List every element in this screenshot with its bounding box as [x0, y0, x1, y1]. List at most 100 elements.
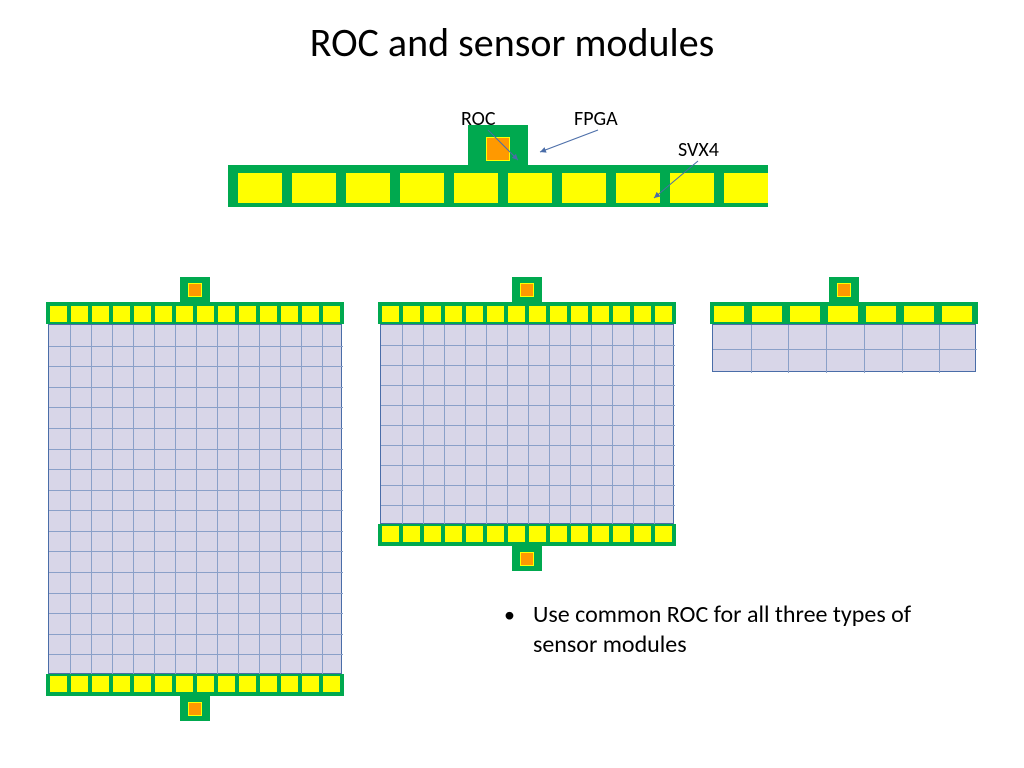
grid-line	[280, 325, 281, 675]
fpga-chip	[188, 283, 202, 297]
grid-line	[49, 510, 343, 511]
svx-chip	[382, 306, 399, 322]
grid-line	[70, 325, 71, 675]
svx-chip	[454, 173, 498, 203]
svx-chip	[550, 306, 567, 322]
grid-line	[49, 346, 343, 347]
grid-line	[49, 654, 343, 655]
grid-line	[133, 325, 134, 675]
grid-line	[49, 593, 343, 594]
svx-chip	[790, 306, 820, 322]
svx-chip	[113, 306, 130, 322]
svx-chip	[50, 306, 67, 322]
svx-chip	[134, 676, 151, 692]
svx-chip	[655, 306, 672, 322]
svx-chip	[323, 306, 340, 322]
grid-line	[175, 325, 176, 675]
roc-bar	[46, 302, 344, 324]
svx-chip	[346, 173, 390, 203]
svx-chip	[424, 526, 441, 542]
svx-chip	[592, 526, 609, 542]
svx-chip	[176, 676, 193, 692]
svx-chip	[562, 173, 606, 203]
fpga-chip	[188, 702, 202, 716]
svx4-label: SVX4	[678, 138, 719, 162]
svx-chip	[92, 676, 109, 692]
svx-chip	[904, 306, 934, 322]
grid-line	[713, 349, 977, 350]
fpga-chip	[520, 283, 534, 297]
svx-chip	[239, 306, 256, 322]
grid-line	[381, 345, 675, 346]
svx-chip	[176, 306, 193, 322]
grid-line	[217, 325, 218, 675]
bullet-text: Use common ROC for all three types of se…	[533, 600, 944, 660]
svx-chip	[752, 306, 782, 322]
grid-line	[381, 485, 675, 486]
svx-chip	[508, 173, 552, 203]
svx-chip	[302, 676, 319, 692]
bullet-note: • Use common ROC for all three types of …	[504, 600, 944, 660]
svx-chip	[616, 173, 660, 203]
svx-chip	[197, 306, 214, 322]
svx-chip	[92, 306, 109, 322]
svx-chip	[281, 676, 298, 692]
grid-line	[49, 366, 343, 367]
svx-chip	[529, 526, 546, 542]
grid-line	[49, 613, 343, 614]
grid-line	[49, 407, 343, 408]
svx-chip	[866, 306, 896, 322]
svx-chip	[218, 306, 235, 322]
grid-line	[49, 572, 343, 573]
svx-chip	[400, 173, 444, 203]
svx-chip	[239, 676, 256, 692]
sensor-array	[380, 324, 674, 524]
svx-chip	[571, 306, 588, 322]
svx-chip	[550, 526, 567, 542]
grid-line	[49, 428, 343, 429]
top-roc-board	[228, 165, 768, 207]
grid-line	[49, 531, 343, 532]
grid-line	[49, 469, 343, 470]
svx-chip	[134, 306, 151, 322]
grid-line	[91, 325, 92, 675]
svx-chip	[487, 306, 504, 322]
svx-chip	[323, 676, 340, 692]
fpga-chip	[520, 552, 534, 566]
grid-line	[381, 425, 675, 426]
grid-line	[49, 449, 343, 450]
svx-chip	[50, 676, 67, 692]
grid-line	[381, 465, 675, 466]
svx-chip	[260, 306, 277, 322]
svx-chip	[571, 526, 588, 542]
slide-title: ROC and sensor modules	[0, 18, 1024, 67]
svx-chip	[613, 306, 630, 322]
svx-chip	[403, 306, 420, 322]
grid-line	[154, 325, 155, 675]
svx-chip	[634, 526, 651, 542]
grid-line	[381, 445, 675, 446]
svx-chip	[218, 676, 235, 692]
svx-chip	[592, 306, 609, 322]
grid-line	[381, 505, 675, 506]
bullet-dot: •	[504, 600, 515, 630]
roc-bar	[378, 302, 676, 324]
svx-chip	[508, 526, 525, 542]
sensor-array	[712, 324, 976, 372]
svx-chip	[466, 526, 483, 542]
fpga-chip	[837, 283, 851, 297]
svx-chip	[634, 306, 651, 322]
svx-chip	[466, 306, 483, 322]
svx-chip	[197, 676, 214, 692]
svx-chip	[281, 306, 298, 322]
svx-chip	[529, 306, 546, 322]
svx-chip	[613, 526, 630, 542]
roc-bar-bottom	[46, 674, 344, 696]
sensor-array	[48, 324, 342, 674]
grid-line	[381, 385, 675, 386]
svx-chip	[828, 306, 858, 322]
svx-chip	[487, 526, 504, 542]
grid-line	[49, 634, 343, 635]
grid-line	[238, 325, 239, 675]
roc-bar-bottom	[378, 524, 676, 546]
